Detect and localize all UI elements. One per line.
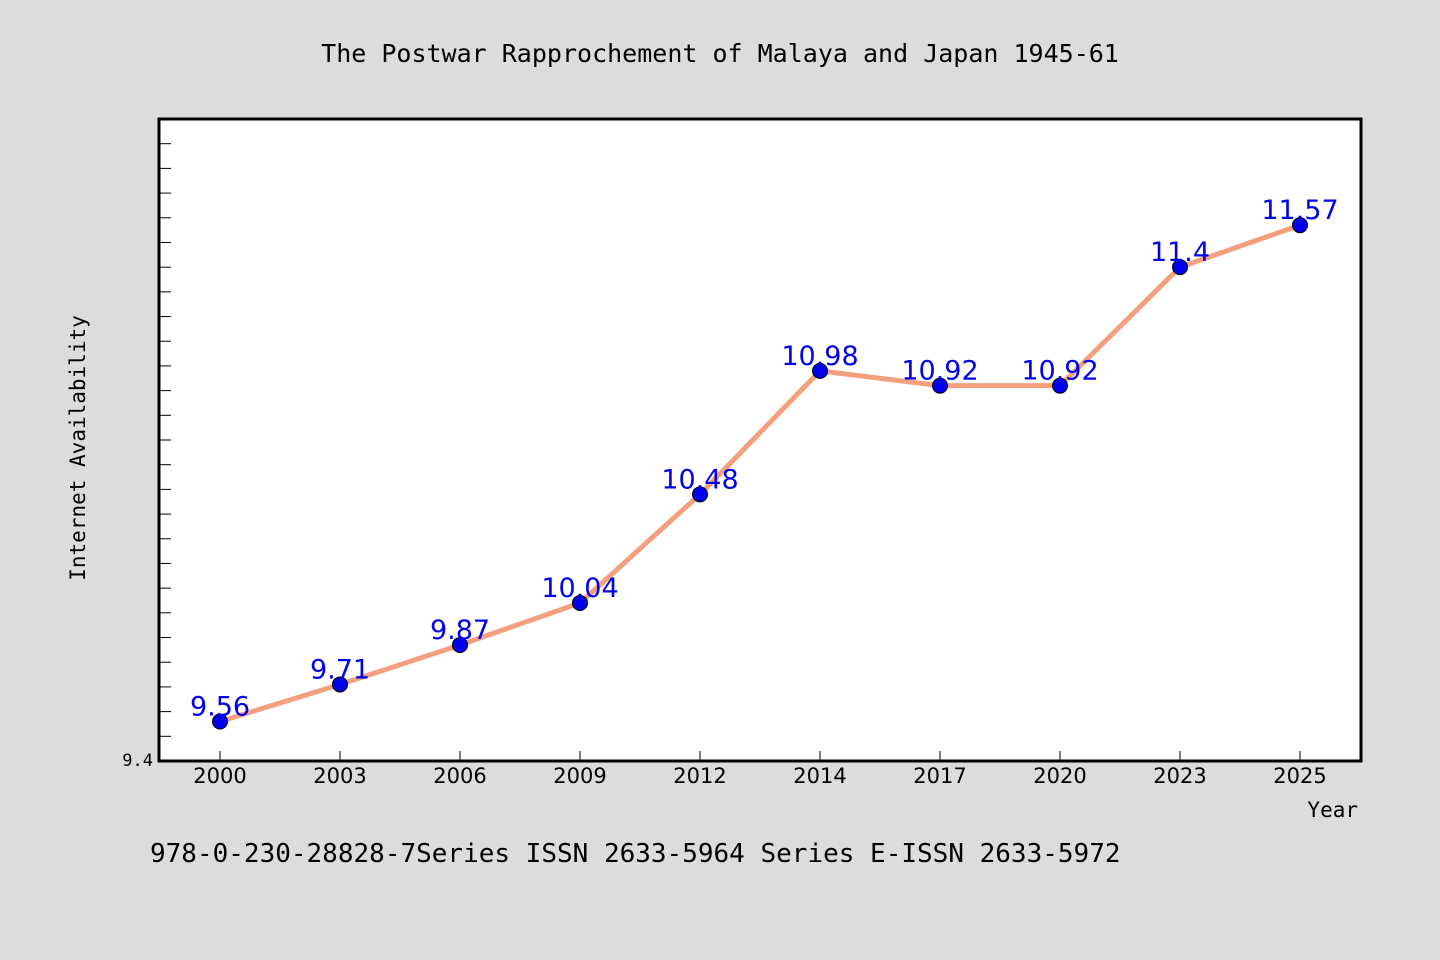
x-tick-label: 2003 <box>313 764 366 788</box>
x-tick-label: 2025 <box>1273 764 1326 788</box>
data-point <box>692 486 708 503</box>
data-point <box>332 676 348 693</box>
x-tick-label: 2000 <box>193 764 246 788</box>
data-point <box>572 594 588 611</box>
x-tick-label: 2020 <box>1033 764 1086 788</box>
x-tick-label: 2014 <box>793 764 846 788</box>
data-label: 9.56 <box>190 691 250 722</box>
data-point <box>1172 259 1188 276</box>
data-label: 10.92 <box>1021 356 1098 387</box>
data-label: 10.48 <box>661 464 738 495</box>
data-label: 11.57 <box>1261 195 1338 226</box>
data-label: 10.98 <box>781 341 858 372</box>
data-label: 10.04 <box>541 573 618 604</box>
chart-title: The Postwar Rapprochement of Malaya and … <box>321 39 1119 68</box>
x-axis-label: Year <box>1307 798 1358 822</box>
x-tick-label: 2009 <box>553 764 606 788</box>
data-label: 10.92 <box>901 356 978 387</box>
x-tick-label: 2012 <box>673 764 726 788</box>
x-tick-label: 2006 <box>433 764 486 788</box>
data-label: 9.71 <box>310 654 370 685</box>
data-labels-group: 9.56 9.71 9.87 10.04 10.48 10.98 10.92 10.92 11.… <box>190 195 1339 722</box>
data-label: 9.87 <box>430 615 490 646</box>
plot-area <box>157 117 1363 763</box>
x-axis-ticks: 2000 2003 2006 2009 2012 2014 2017 2020 2023 2025 <box>193 751 1327 788</box>
series-line-group <box>217 222 1303 724</box>
data-point <box>212 713 228 730</box>
data-point <box>1292 217 1308 234</box>
y-axis-label: Internet Availability <box>66 315 90 581</box>
series-line <box>217 222 1303 724</box>
footer-text: 978-0-230-28828-7Series ISSN 2633-5964 S… <box>150 839 1121 869</box>
series-markers-group <box>212 217 1308 730</box>
y-axis-ticks: 9.4 <box>122 143 171 771</box>
x-tick-label: 2017 <box>913 764 966 788</box>
data-point <box>1052 377 1068 394</box>
y-tick-label: 9.4 <box>122 751 153 771</box>
data-point <box>932 377 948 394</box>
data-point <box>452 636 468 653</box>
data-label: 11.4 <box>1150 237 1210 268</box>
data-point <box>812 362 828 379</box>
x-tick-label: 2023 <box>1153 764 1206 788</box>
